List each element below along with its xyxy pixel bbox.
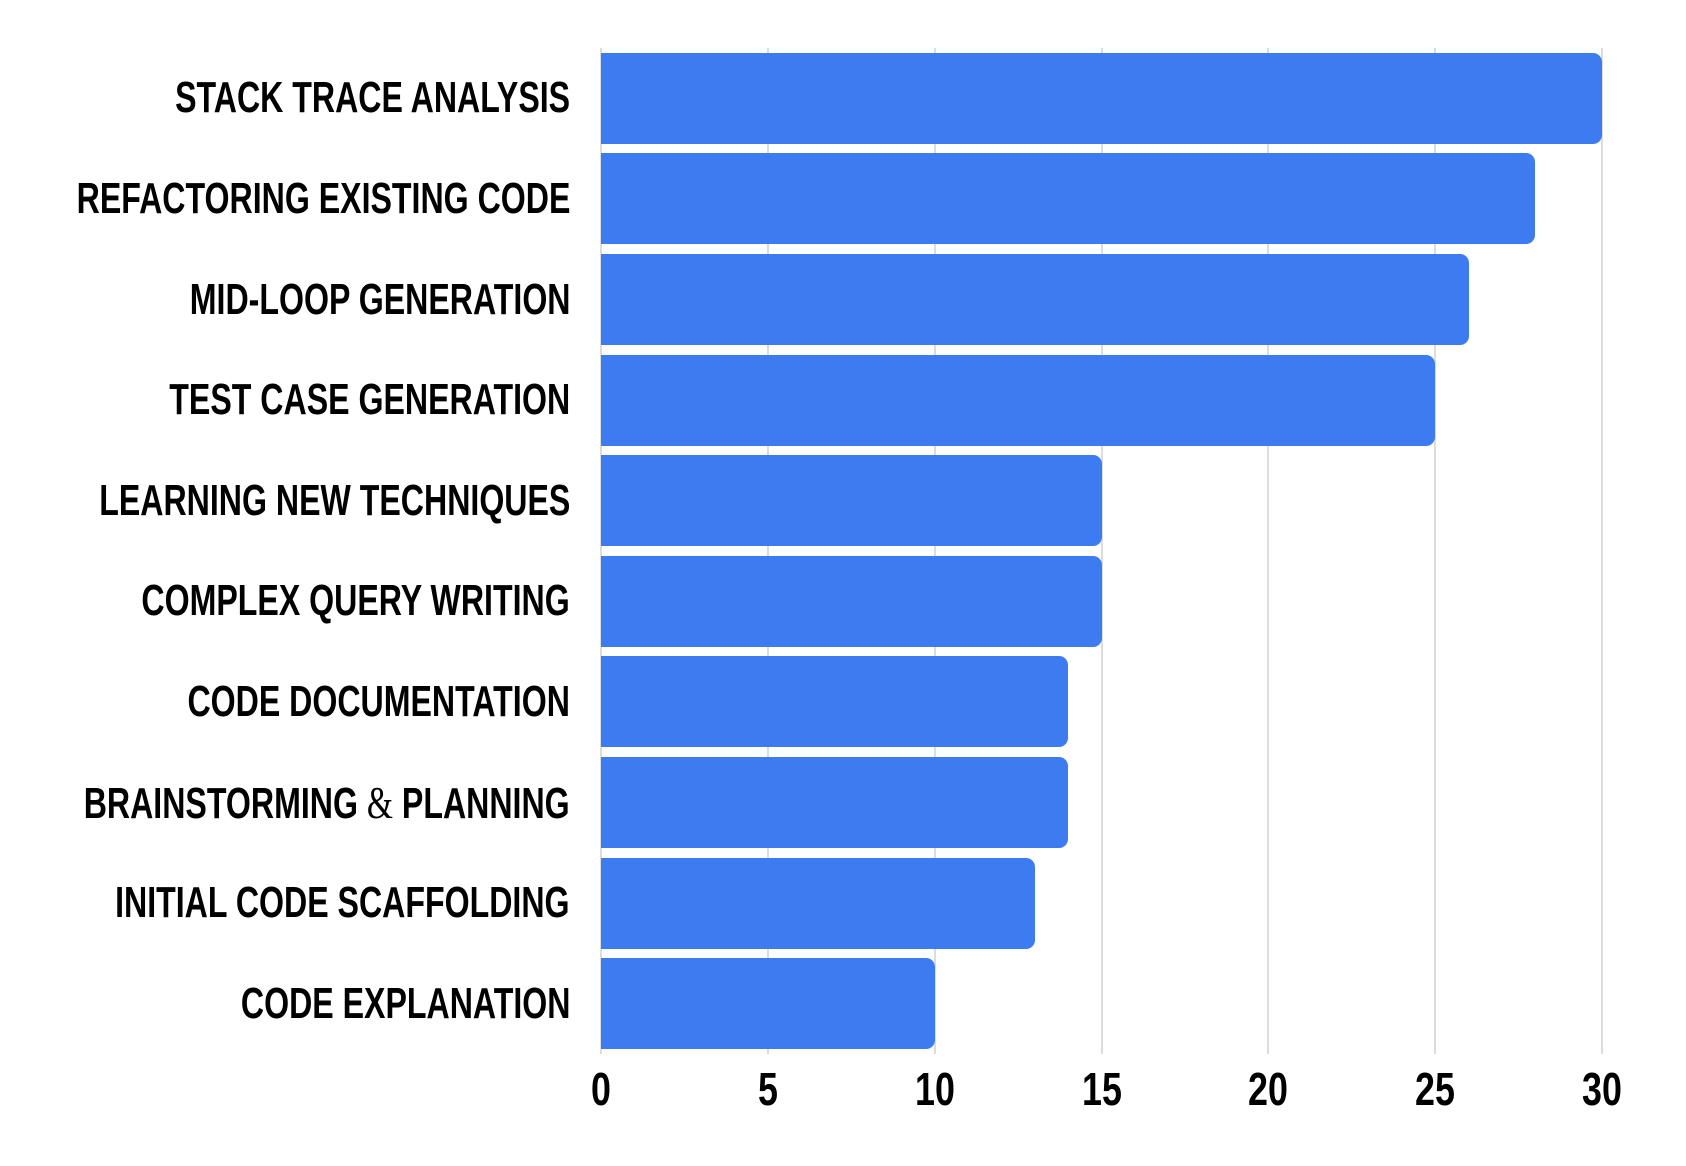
bar <box>601 656 1069 748</box>
gridline <box>1267 48 1270 1054</box>
x-tick-label: 25 <box>1415 1063 1456 1115</box>
ampersand: & <box>367 776 394 828</box>
category-label: REFACTORING EXISTING CODE <box>76 173 570 223</box>
category-label: STACK TRACE ANALYSIS <box>175 73 570 123</box>
category-label: TEST CASE GENERATION <box>169 375 570 425</box>
bar <box>601 958 935 1050</box>
bar <box>601 153 1536 245</box>
gridline <box>600 48 602 1054</box>
bar <box>601 254 1469 345</box>
x-tick-label: 0 <box>591 1063 611 1115</box>
x-tick-label: 20 <box>1248 1063 1289 1115</box>
bar <box>601 857 1035 949</box>
x-tick-label: 30 <box>1582 1063 1623 1115</box>
category-label: MID-LOOP GENERATION <box>189 274 570 324</box>
gridline <box>1100 48 1103 1054</box>
category-label: CODE EXPLANATION <box>240 978 570 1028</box>
gridline <box>766 48 769 1054</box>
bar <box>601 354 1436 446</box>
category-label: CODE DOCUMENTATION <box>187 676 570 726</box>
gridline <box>933 48 936 1054</box>
category-label: COMPLEX QUERY WRITING <box>141 576 570 626</box>
category-label: BRAINSTORMING & PLANNING <box>84 776 570 828</box>
x-tick-label: 5 <box>757 1063 778 1115</box>
gridline <box>1601 48 1604 1054</box>
bar <box>601 555 1102 647</box>
bar <box>601 455 1102 547</box>
bar <box>601 52 1603 144</box>
category-label: INITIAL CODE SCAFFOLDING <box>115 878 570 928</box>
bar <box>601 757 1069 848</box>
x-tick-label: 10 <box>914 1063 955 1115</box>
gridline <box>1434 48 1437 1054</box>
x-tick-label: 15 <box>1081 1063 1122 1115</box>
category-label: LEARNING NEW TECHNIQUES <box>98 475 570 525</box>
